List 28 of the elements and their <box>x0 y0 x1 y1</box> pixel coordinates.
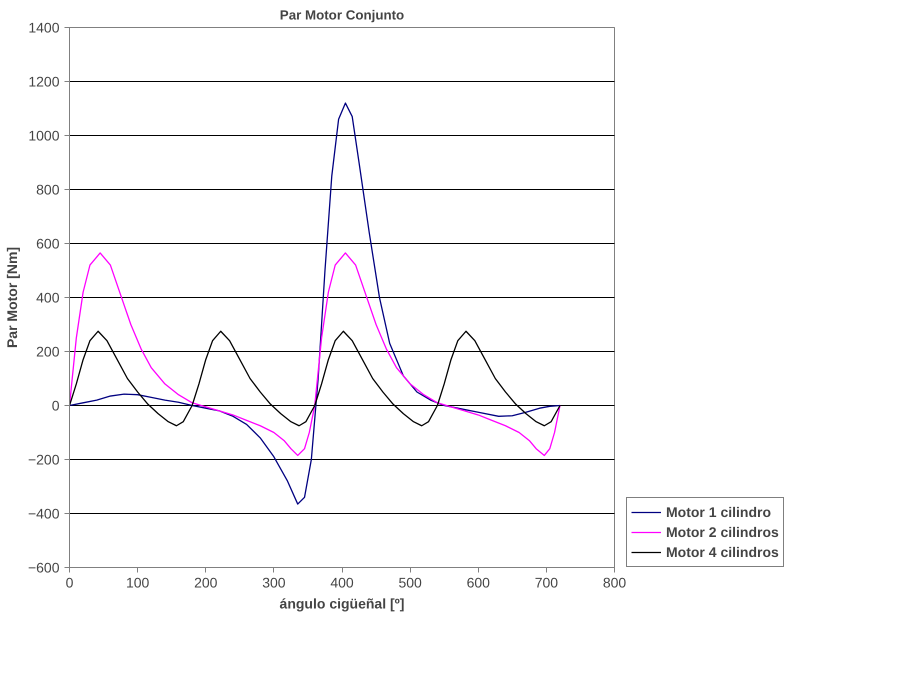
chart-title: Par Motor Conjunto <box>280 8 404 22</box>
x-tick-label: 500 <box>398 574 422 590</box>
x-tick-label: 0 <box>66 574 74 590</box>
legend-label: Motor 2 cilindros <box>666 524 779 540</box>
legend-label: Motor 4 cilindros <box>666 544 779 560</box>
x-tick-label: 200 <box>194 574 218 590</box>
line-series <box>70 102 561 505</box>
y-axis-title: Par Motor [Nm] <box>4 246 20 348</box>
y-tick-label: 1400 <box>28 20 60 36</box>
x-tick-label: 600 <box>466 574 490 590</box>
y-tick-label: −400 <box>28 506 60 522</box>
x-tick-label: 800 <box>602 574 626 590</box>
x-tick-label: 400 <box>330 574 354 590</box>
x-tick-label: 700 <box>534 574 558 590</box>
x-tick-label: 300 <box>262 574 286 590</box>
y-tick-label: 200 <box>36 344 60 360</box>
y-tick-label: 1200 <box>28 74 60 90</box>
y-tick-label: −200 <box>28 452 60 468</box>
y-tick-label: 600 <box>36 236 60 252</box>
y-tick-label: 0 <box>52 398 60 414</box>
x-axis-title: ángulo cigüeñal [º] <box>280 596 404 612</box>
x-tick-label: 100 <box>126 574 150 590</box>
legend-label: Motor 1 cilindro <box>666 504 771 520</box>
line-series <box>70 252 561 456</box>
y-tick-label: 1000 <box>28 128 60 144</box>
y-tick-label: 400 <box>36 290 60 306</box>
y-tick-label: −600 <box>28 560 60 576</box>
y-tick-label: 800 <box>36 182 60 198</box>
